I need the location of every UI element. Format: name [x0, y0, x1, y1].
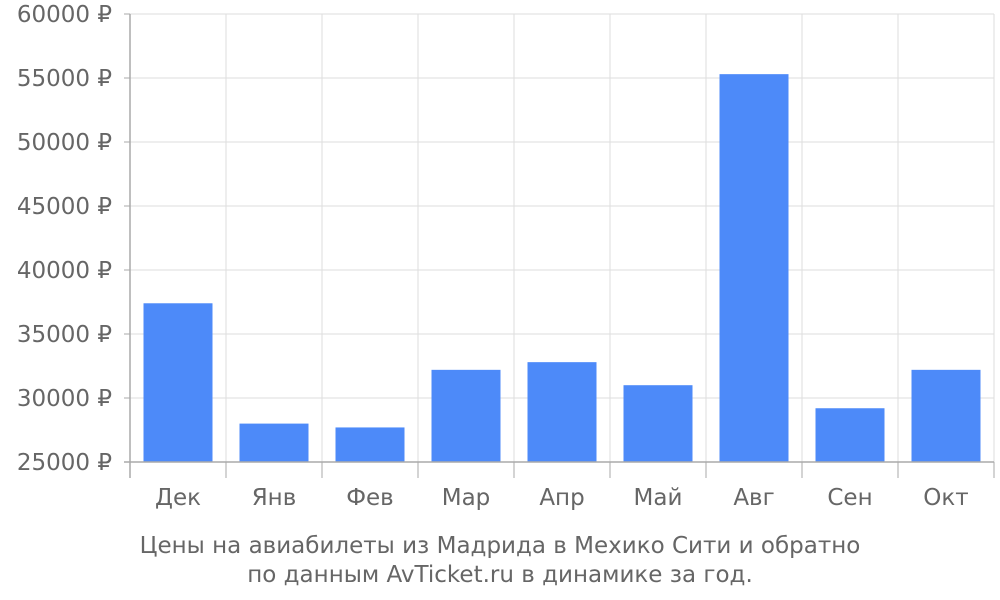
y-axis-labels: 25000 ₽ 30000 ₽ 35000 ₽ 40000 ₽ 45000 ₽ 50000…: [17, 2, 112, 476]
bar-9: [911, 369, 981, 462]
y-tick-label: 40000 ₽: [17, 258, 112, 284]
y-tick-label: 25000 ₽: [17, 450, 112, 476]
x-tick-label: Авг: [733, 485, 774, 511]
x-tick-label: Апр: [539, 485, 584, 511]
y-tick-label: 35000 ₽: [17, 322, 112, 348]
x-tick-label: Янв: [252, 485, 297, 511]
bar-7: [719, 74, 789, 462]
y-tick-label: 60000 ₽: [17, 2, 112, 28]
axes: [124, 13, 995, 478]
y-tick-label: 55000 ₽: [17, 66, 112, 92]
grid: [130, 13, 995, 462]
x-tick-label: Дек: [155, 485, 201, 511]
bars: [143, 74, 981, 462]
x-tick-label: Фев: [346, 485, 394, 511]
bar-6: [623, 385, 693, 462]
y-tick-label: 30000 ₽: [17, 386, 112, 412]
y-tick-label: 50000 ₽: [17, 130, 112, 156]
bar-5: [527, 362, 597, 462]
y-tick-label: 45000 ₽: [17, 194, 112, 220]
bar-2: [239, 423, 309, 462]
caption-line-2: по данным AvTicket.ru в динамике за год.: [247, 562, 753, 588]
x-tick-label: Май: [634, 485, 683, 511]
x-axis-labels: Дек Янв Фев Мар Апр Май Авг Сен Окт: [155, 485, 969, 511]
bar-1: [143, 303, 213, 462]
bar-chart: 25000 ₽ 30000 ₽ 35000 ₽ 40000 ₽ 45000 ₽ 50000…: [17, 2, 995, 511]
x-tick-label: Окт: [923, 485, 968, 511]
bar-4: [431, 369, 501, 462]
bar-3: [335, 427, 405, 462]
x-tick-label: Сен: [827, 485, 872, 511]
x-tick-label: Мар: [442, 485, 491, 511]
bar-8: [815, 408, 885, 462]
caption-line-1: Цены на авиабилеты из Мадрида в Мехико С…: [139, 533, 861, 559]
chart-caption: Цены на авиабилеты из Мадрида в Мехико С…: [0, 532, 1000, 590]
